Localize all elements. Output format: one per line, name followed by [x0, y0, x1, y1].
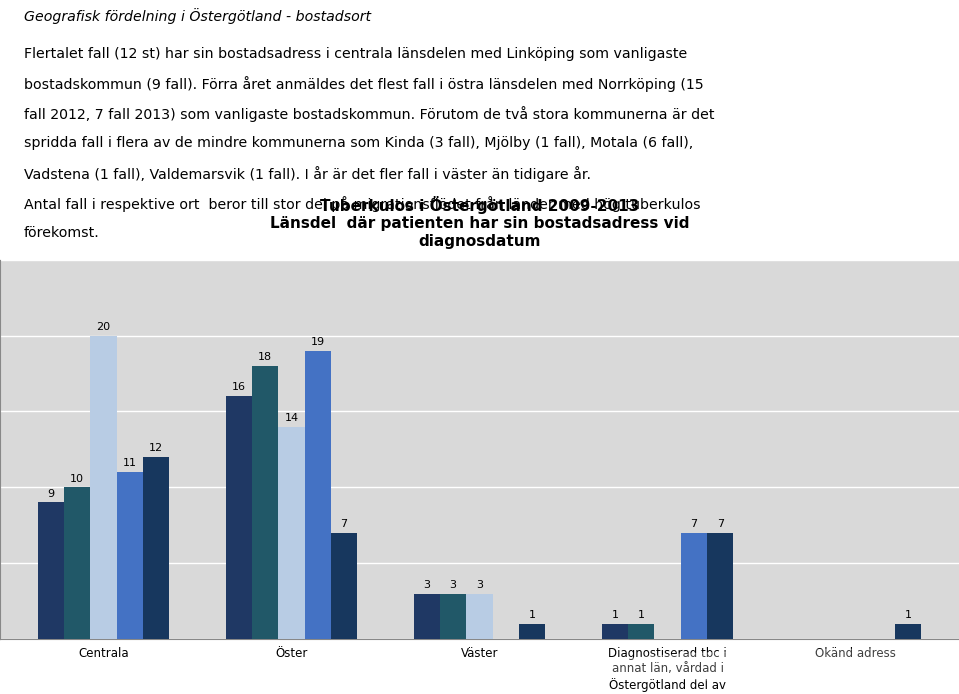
Text: Vadstena (1 fall), Valdemarsvik (1 fall). I år är det fler fall i väster än tidi: Vadstena (1 fall), Valdemarsvik (1 fall)…	[24, 166, 591, 182]
Text: Flertalet fall (12 st) har sin bostadsadress i centrala länsdelen med Linköping : Flertalet fall (12 st) har sin bostadsad…	[24, 46, 688, 60]
Text: i Östergötland: i Östergötland	[857, 675, 926, 686]
Text: bostadskommun (9 fall). Förra året anmäldes det flest fall i östra länsdelen med: bostadskommun (9 fall). Förra året anmäl…	[24, 76, 704, 92]
Text: 10: 10	[70, 473, 84, 484]
Text: 1: 1	[612, 610, 619, 620]
Text: 7: 7	[716, 519, 724, 529]
Bar	[225, 396, 252, 639]
Text: fall 2012, 7 fall 2013) som vanligaste bostadskommun. Förutom de två stora kommu: fall 2012, 7 fall 2013) som vanligaste b…	[24, 106, 714, 122]
Text: 3: 3	[450, 579, 456, 590]
Bar	[90, 335, 117, 639]
Text: Geografisk fördelning i Östergötland - bostadsort: Geografisk fördelning i Östergötland - b…	[24, 8, 371, 24]
Title: Tuberkulos i Östergötland 2009-2013
Länsdel  där patienten har sin bostadsadress: Tuberkulos i Östergötland 2009-2013 Läns…	[269, 196, 690, 248]
Text: förekomst.: förekomst.	[24, 226, 100, 239]
Text: 3: 3	[476, 579, 483, 590]
Bar	[601, 624, 628, 639]
Text: 9: 9	[47, 489, 55, 499]
Text: 14: 14	[285, 413, 298, 423]
Text: 20: 20	[96, 322, 110, 332]
Bar	[305, 350, 331, 639]
Bar	[117, 472, 143, 639]
Text: 1: 1	[638, 610, 644, 620]
Text: 1: 1	[904, 610, 912, 620]
Bar	[37, 502, 64, 639]
Bar	[519, 624, 546, 639]
Text: 16: 16	[232, 382, 246, 392]
Text: 12: 12	[149, 443, 163, 453]
Text: spridda fall i flera av de mindre kommunerna som Kinda (3 fall), Mjölby (1 fall): spridda fall i flera av de mindre kommun…	[24, 136, 693, 150]
Text: 7: 7	[340, 519, 348, 529]
Bar	[143, 457, 169, 639]
Bar	[895, 624, 922, 639]
Bar	[252, 366, 278, 639]
Bar	[466, 593, 493, 639]
Bar	[64, 487, 90, 639]
Bar	[440, 593, 466, 639]
Text: 3: 3	[423, 579, 431, 590]
Circle shape	[595, 649, 959, 684]
Bar	[331, 533, 358, 639]
Bar	[707, 533, 734, 639]
Text: 7: 7	[690, 519, 697, 529]
Text: Smittskyddsenheten, Karin Strand: Smittskyddsenheten, Karin Strand	[24, 659, 275, 674]
Text: Landstinget: Landstinget	[854, 659, 929, 669]
Text: 19: 19	[311, 337, 325, 347]
Bar	[278, 427, 305, 639]
Text: 18: 18	[258, 352, 272, 362]
Bar	[681, 533, 707, 639]
Bar	[413, 593, 440, 639]
Text: 1: 1	[528, 610, 536, 620]
Text: 11: 11	[123, 458, 137, 468]
Text: Antal fall i respektive ort  beror till stor del på migrationsflödet från länder: Antal fall i respektive ort beror till s…	[24, 196, 701, 212]
Bar	[628, 624, 654, 639]
